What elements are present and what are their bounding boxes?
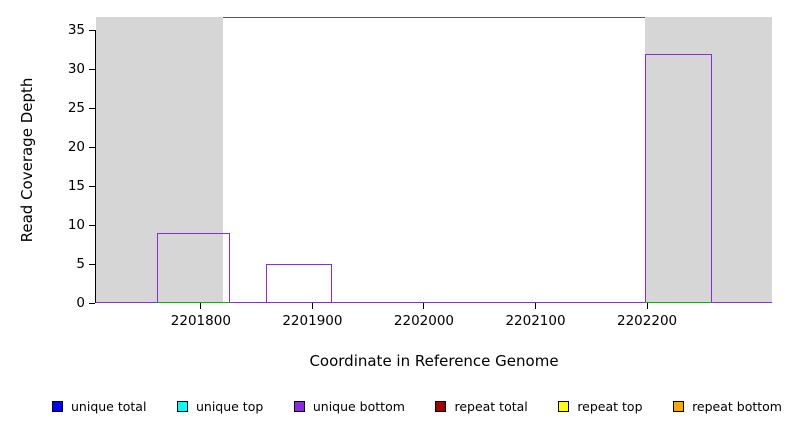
y-tick — [89, 302, 95, 304]
y-tick — [89, 224, 95, 226]
x-tick-label: 2201800 — [170, 313, 231, 329]
x-tick-label: 2202200 — [617, 313, 678, 329]
y-tick — [89, 185, 95, 187]
plot-area: 0 5 10 15 20 25 30 35 2201800 2201900 2202000 22021… — [68, 17, 772, 329]
legend-item-unique-total: unique total — [52, 399, 146, 414]
legend-item-unique-bottom: unique bottom — [293, 399, 405, 414]
x-tick — [200, 303, 202, 309]
baseline-green-segment — [644, 301, 712, 303]
y-tick — [89, 146, 95, 148]
legend-item-repeat-top: repeat top — [558, 399, 643, 414]
x-tick-label: 2202000 — [393, 313, 455, 329]
x-axis-title: Coordinate in Reference Genome — [309, 352, 559, 370]
y-tick-label: 0 — [76, 295, 85, 311]
y-tick — [89, 263, 95, 265]
y-tick-label: 25 — [67, 100, 85, 117]
legend-swatch-icon — [558, 401, 570, 412]
y-tick-label: 35 — [67, 22, 85, 39]
legend-item-unique-top: unique top — [176, 399, 264, 414]
legend-swatch-icon — [673, 401, 685, 412]
y-tick — [89, 107, 95, 109]
legend-label: unique top — [195, 399, 264, 414]
legend: unique total unique top unique bottom repea… — [52, 399, 782, 414]
x-tick-label: 2201900 — [282, 313, 343, 329]
y-tick-label: 30 — [67, 61, 85, 78]
baseline-unique-bottom — [96, 301, 772, 303]
shaded-region-right — [644, 17, 772, 303]
y-tick-label: 5 — [76, 256, 85, 273]
baseline-green-segment — [157, 301, 230, 303]
x-tick — [646, 303, 648, 309]
y-tick-label: 15 — [67, 178, 85, 195]
coverage-bar — [265, 264, 333, 303]
x-tick-label: 2202100 — [505, 313, 566, 329]
legend-label: unique bottom — [312, 399, 405, 414]
y-axis-line — [95, 30, 96, 303]
y-tick-label: 20 — [67, 139, 85, 156]
legend-swatch-icon — [293, 401, 305, 412]
y-axis-title: Read Coverage Depth — [18, 77, 36, 243]
legend-swatch-icon — [435, 401, 447, 412]
coverage-bar — [157, 232, 230, 303]
x-tick — [423, 303, 425, 309]
legend-label: unique total — [71, 399, 147, 414]
y-tick — [89, 29, 95, 31]
legend-label: repeat total — [454, 399, 528, 414]
y-tick — [89, 68, 95, 70]
coverage-bar — [644, 53, 712, 303]
legend-label: repeat bottom — [692, 399, 782, 414]
legend-item-repeat-bottom: repeat bottom — [673, 399, 782, 414]
y-tick-label: 10 — [67, 217, 85, 234]
x-tick — [535, 303, 536, 309]
legend-swatch-icon — [176, 401, 188, 412]
shaded-region-left — [96, 17, 224, 303]
legend-item-repeat-total: repeat total — [435, 399, 528, 414]
legend-swatch-icon — [52, 401, 63, 412]
plot-top-border — [223, 17, 645, 18]
x-tick — [311, 303, 313, 309]
legend-label: repeat top — [577, 399, 643, 414]
